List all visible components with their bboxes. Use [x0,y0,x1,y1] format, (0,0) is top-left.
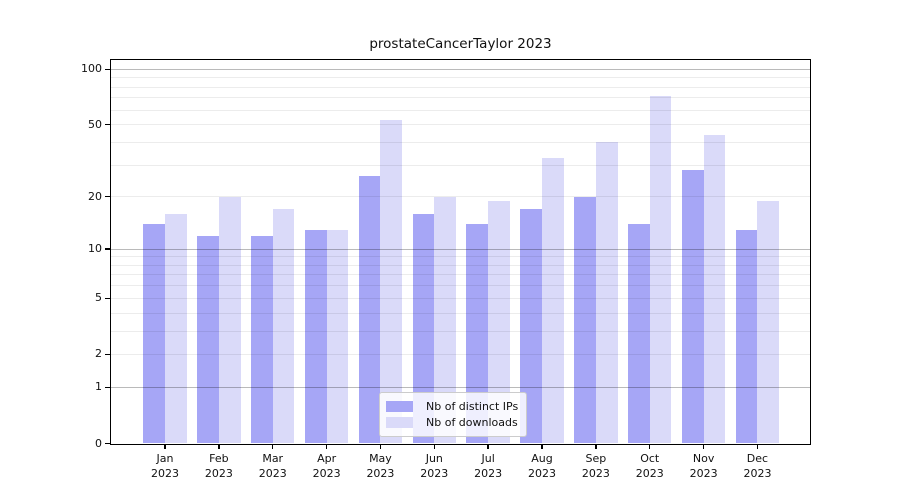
legend-label-downloads: Nb of downloads [426,415,518,429]
x-tick-label: Oct 2023 [635,451,664,481]
x-tick-mark [218,443,220,449]
x-tick-mark [756,443,759,449]
bar-distinct-ips [520,209,542,444]
x-tick-mark [433,443,435,449]
x-tick-mark [649,443,651,449]
x-tick-label: Jan 2023 [151,451,179,481]
x-tick-label: Nov 2023 [689,451,718,481]
bar-distinct-ips [143,223,165,444]
x-tick-label: Apr 2023 [312,451,341,481]
bar-downloads [703,134,726,444]
chart-title: prostateCancerTaylor 2023 [369,36,552,52]
y-tick-label: 20 [88,189,102,203]
bar-downloads [649,95,672,444]
bar-distinct-ips [304,229,327,444]
bar-downloads [272,209,295,444]
y-tick-mark [104,353,111,356]
y-tick-label: 2 [95,347,102,361]
bar-distinct-ips [574,196,596,444]
y-tick-mark [104,195,111,198]
y-tick-mark [104,124,111,126]
y-tick-label: 10 [88,242,102,256]
bar-downloads [757,200,780,444]
x-tick-mark [379,443,382,449]
x-tick-label: Dec 2023 [743,451,772,481]
y-tick-mark [104,386,111,388]
y-tick-mark [104,68,111,70]
legend-item-downloads: Nb of downloads [386,414,518,430]
legend-label-distinct-ips: Nb of distinct IPs [426,399,519,413]
bar-distinct-ips [251,235,273,444]
legend-swatch-distinct-ips [386,400,413,412]
y-tick-label: 50 [88,117,102,131]
bars-layer [111,60,810,444]
bar-downloads [326,229,349,444]
x-tick-mark [595,443,597,449]
legend-item-distinct-ips: Nb of distinct IPs [386,398,518,414]
y-tick-label: 1 [95,380,102,394]
bar-distinct-ips [358,176,381,444]
x-tick-label: Jul 2023 [474,451,503,481]
bar-downloads [595,142,618,444]
x-tick-label: Aug 2023 [528,451,557,481]
bar-downloads [218,196,241,444]
bar-distinct-ips [197,235,219,444]
x-tick-mark [272,443,274,449]
bar-downloads [380,120,403,444]
x-tick-label: Jun 2023 [420,451,449,481]
y-tick-mark [104,297,111,299]
y-tick-label: 0 [95,436,102,450]
x-tick-label: Mar 2023 [258,451,287,481]
bar-distinct-ips [735,229,758,444]
bar-distinct-ips [628,223,650,444]
plot-area [111,59,810,444]
bar-downloads [165,213,187,444]
y-tick-mark [104,248,111,250]
y-tick-label: 100 [81,62,102,76]
x-tick-mark [325,443,328,449]
x-tick-mark [487,443,489,449]
x-tick-mark [702,443,705,449]
bar-downloads [542,157,564,444]
bar-downloads [434,196,456,444]
x-tick-label: May 2023 [366,451,395,481]
bar-distinct-ips [412,213,435,444]
bar-distinct-ips [681,170,704,444]
x-tick-label: Sep 2023 [581,451,610,481]
legend-swatch-downloads [386,416,413,428]
y-tick-label: 5 [95,291,102,305]
bar-downloads [488,200,510,444]
bar-distinct-ips [466,223,489,444]
x-tick-mark [164,443,166,449]
x-tick-mark [541,443,543,449]
legend: Nb of distinct IPs Nb of downloads [379,392,528,437]
x-tick-label: Feb 2023 [204,451,233,481]
y-tick-mark [104,442,111,445]
